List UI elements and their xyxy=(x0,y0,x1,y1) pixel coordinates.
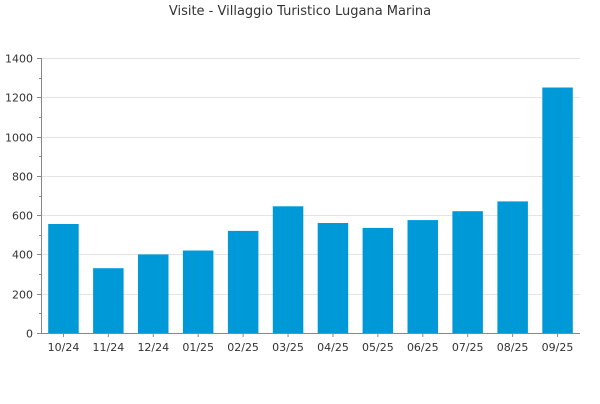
bar-05-25 xyxy=(362,227,394,333)
bar-06-25 xyxy=(407,220,438,333)
bar-07-25 xyxy=(452,211,483,333)
x-tick-label: 10/24 xyxy=(48,341,80,354)
x-tick-label: 09/25 xyxy=(542,341,574,354)
y-tick-label: 200 xyxy=(12,289,33,302)
x-tick-label: 04/25 xyxy=(317,341,349,354)
x-tick-label: 08/25 xyxy=(497,341,529,354)
y-tick-label: 1000 xyxy=(5,132,33,145)
bar-08-25 xyxy=(497,201,528,333)
y-tick-label: 600 xyxy=(12,210,33,223)
y-tick-label: 1400 xyxy=(5,53,33,66)
y-tick-label: 800 xyxy=(12,171,33,184)
tick-labels: 0 200 400 600 800 1000 1200 1400 10/24 11/24 12/24… xyxy=(5,53,573,355)
x-tick-label: 11/24 xyxy=(93,341,125,354)
x-tick-label: 03/25 xyxy=(272,341,304,354)
x-tick-label: 01/25 xyxy=(182,341,214,354)
bar-10-24 xyxy=(48,224,79,333)
y-tick-label: 1200 xyxy=(5,92,33,105)
x-tick-label: 06/25 xyxy=(407,341,439,354)
x-tick-label: 02/25 xyxy=(227,341,259,354)
bar-11-24 xyxy=(93,268,124,333)
bar-01-25 xyxy=(182,250,214,333)
y-tick-label: 0 xyxy=(26,328,33,341)
bars xyxy=(48,87,573,333)
bar-09-25 xyxy=(542,87,573,333)
grid-lines xyxy=(41,58,580,295)
bar-03-25 xyxy=(272,206,304,333)
chart-title: Visite - Villaggio Turistico Lugana Mari… xyxy=(168,4,432,19)
x-tick-label: 12/24 xyxy=(137,341,169,354)
bar-02-25 xyxy=(227,230,259,333)
bar-04-25 xyxy=(317,223,349,333)
y-tick-label: 400 xyxy=(12,249,33,262)
bar-12-24 xyxy=(138,254,169,333)
axes xyxy=(37,58,580,337)
x-tick-label: 07/25 xyxy=(452,341,484,354)
x-tick-label: 05/25 xyxy=(362,341,394,354)
